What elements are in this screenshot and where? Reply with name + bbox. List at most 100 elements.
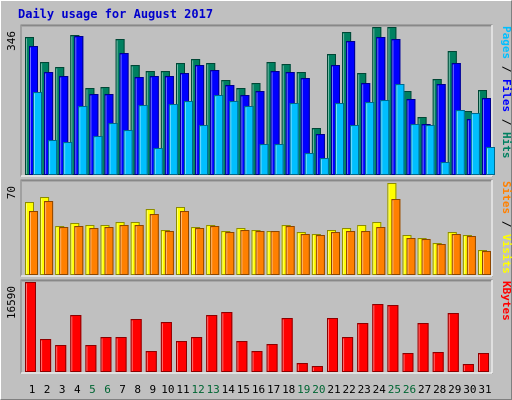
bar-outline <box>447 313 459 372</box>
legend-kbytes: KBytes <box>500 281 512 321</box>
x-tick-label-day-8: 8 <box>134 383 141 396</box>
legend-separator: / <box>500 112 512 132</box>
x-tick-label-day-13: 13 <box>207 383 220 396</box>
bar-fill <box>361 231 371 275</box>
bar-fill <box>153 148 163 175</box>
bar-fill <box>225 232 235 275</box>
bar-fill <box>315 235 325 275</box>
bar-fill <box>229 101 239 175</box>
bar-fill <box>406 238 416 275</box>
bar-sites-day-28 <box>436 244 446 275</box>
bar-fill <box>462 364 474 372</box>
bar-pages-day-29 <box>455 110 465 175</box>
bar-outline <box>361 231 371 275</box>
bar-fill <box>184 101 193 175</box>
bar-outline <box>251 351 263 372</box>
x-tick-label-day-30: 30 <box>463 383 476 396</box>
bar-outline <box>346 231 356 275</box>
side-legend: KBytes <box>500 281 512 321</box>
bar-fill <box>221 312 233 372</box>
bar-outline <box>255 231 265 275</box>
bar-outline <box>123 130 133 175</box>
bar-kbytes-day-17 <box>266 344 278 372</box>
bar-outline <box>432 352 444 372</box>
bar-fill <box>195 65 205 175</box>
bar-kbytes-day-10 <box>160 322 172 372</box>
bar-fill <box>350 125 360 175</box>
bar-outline <box>85 345 97 372</box>
bar-outline <box>335 103 344 175</box>
bar-outline <box>417 323 429 372</box>
bar-pages-day-5 <box>93 136 103 175</box>
bar-sites-day-13 <box>210 226 220 275</box>
bar-kbytes-day-12 <box>191 337 203 372</box>
bar-outline <box>466 236 476 275</box>
bar-fill <box>281 318 293 372</box>
bar-fill <box>342 337 354 372</box>
legend-separator: / <box>500 59 512 79</box>
bar-outline <box>104 227 114 275</box>
x-tick-label-day-29: 29 <box>448 383 461 396</box>
bar-outline <box>225 232 235 275</box>
bar-outline <box>229 101 239 175</box>
bar-fill <box>191 337 203 372</box>
bar-fill <box>285 226 295 275</box>
bar-kbytes-day-5 <box>85 345 97 372</box>
bar-sites-day-2 <box>44 201 54 275</box>
bar-fill <box>85 345 97 372</box>
bar-outline <box>214 95 224 175</box>
bar-outline <box>486 147 495 175</box>
x-tick-label-day-18: 18 <box>282 383 295 396</box>
bar-fill <box>44 201 54 275</box>
x-tick-label-day-26: 26 <box>403 383 416 396</box>
x-tick-label-day-5: 5 <box>89 383 96 396</box>
bar-fill <box>199 125 209 175</box>
bar-fill <box>100 337 112 372</box>
bar-fill <box>478 353 489 372</box>
legend-hits: Hits <box>500 132 512 159</box>
bar-pages-day-8 <box>138 105 148 175</box>
x-tick-label-day-22: 22 <box>342 383 355 396</box>
x-tick-label-day-6: 6 <box>104 383 111 396</box>
bar-outline <box>70 315 82 372</box>
bar-kbytes-day-26 <box>402 353 414 372</box>
bar-kbytes-day-20 <box>311 366 323 372</box>
bar-fill <box>270 231 280 275</box>
bar-fill <box>447 313 459 372</box>
x-tick-label-day-17: 17 <box>267 383 280 396</box>
side-legend: Sites / Visits <box>500 181 512 274</box>
bar-fill <box>482 98 491 175</box>
bar-outline <box>402 353 414 372</box>
bar-kbytes-day-16 <box>251 351 263 372</box>
x-tick-label-day-3: 3 <box>59 383 66 396</box>
bar-fill <box>240 230 250 275</box>
bar-pages-day-13 <box>214 95 224 175</box>
bar-fill <box>440 162 450 175</box>
bar-sites-day-19 <box>300 234 310 275</box>
bar-pages-day-15 <box>244 106 254 175</box>
bar-fill <box>244 106 254 175</box>
bar-outline <box>462 364 474 372</box>
bar-outline <box>40 339 52 372</box>
bar-outline <box>455 110 465 175</box>
x-tick-label-day-16: 16 <box>252 383 265 396</box>
x-tick-label-day-1: 1 <box>29 383 36 396</box>
bar-fill <box>335 103 344 175</box>
bar-sites-day-23 <box>361 231 371 275</box>
bar-fill <box>149 76 159 175</box>
bar-outline <box>119 225 129 275</box>
bar-kbytes-day-13 <box>206 315 218 372</box>
bar-sites-day-10 <box>164 231 174 275</box>
bar-fill <box>311 366 323 372</box>
bar-fill <box>387 305 399 372</box>
bar-outline <box>25 282 36 372</box>
bar-fill <box>391 199 401 275</box>
bar-outline <box>145 351 157 372</box>
bar-outline <box>33 92 42 175</box>
bar-fill <box>134 225 144 275</box>
bar-outline <box>376 227 386 275</box>
bar-fill <box>470 113 480 175</box>
bar-outline <box>315 235 325 275</box>
bar-fill <box>206 315 218 372</box>
bar-outline <box>482 251 491 275</box>
